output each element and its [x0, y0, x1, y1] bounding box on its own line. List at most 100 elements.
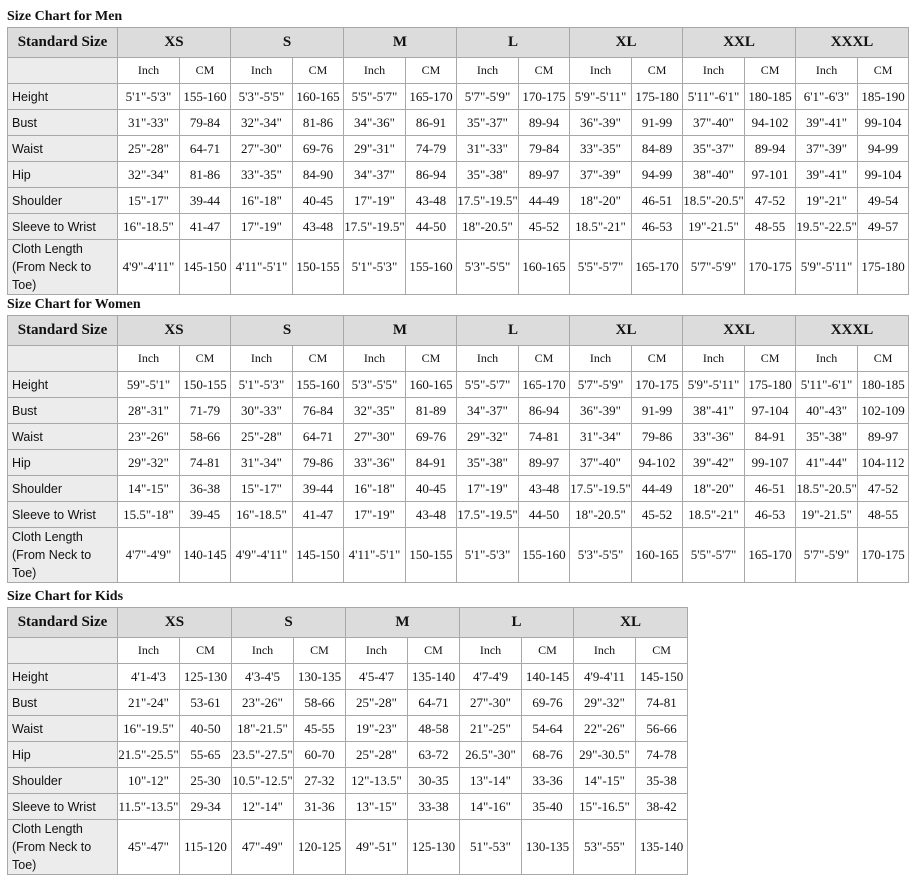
size-cell: 27"-30" [459, 689, 523, 716]
row-label: Waist [7, 135, 118, 162]
size-cell: 46-53 [744, 501, 797, 528]
size-cell: 21"-24" [117, 689, 180, 716]
size-cell: 150-155 [179, 371, 231, 398]
data-row: Hip 21.5"-25.5" 55-65 23.5"-27.5" 60-70 25"-2… [7, 741, 689, 768]
size-header: XXXL [795, 315, 910, 346]
size-cell: 4'7"-4'9" [117, 527, 180, 583]
row-label: Shoulder [7, 475, 118, 502]
size-cell: 5'9"-5'11" [569, 83, 633, 110]
data-row: Waist 25"-28" 64-71 27"-30" 69-76 29"-31" 74-7… [7, 135, 910, 162]
size-cell: 33"-36" [343, 449, 406, 476]
size-cell: 51"-53" [459, 819, 523, 875]
unit-label: CM [179, 57, 231, 84]
size-cell: 170-175 [744, 239, 797, 295]
size-cell: 79-84 [179, 109, 231, 136]
size-cell: 84-91 [404, 449, 458, 476]
row-label: Sleeve to Wrist [7, 501, 118, 528]
size-cell: 74-79 [404, 135, 458, 162]
size-cell: 44-49 [518, 187, 571, 214]
size-chart-block: Size Chart for Men Standard Size XS S M L XL XX… [7, 7, 910, 295]
row-label: Waist [7, 423, 118, 450]
size-cell: 97-104 [744, 397, 797, 424]
size-cell: 74-81 [518, 423, 571, 450]
size-cell: 160-165 [292, 83, 344, 110]
size-header: M [344, 607, 461, 638]
chart-title: Size Chart for Women [7, 297, 141, 312]
size-cell: 29"-31" [343, 135, 406, 162]
size-cell: 59"-5'1" [117, 371, 180, 398]
size-cell: 76-84 [292, 397, 344, 424]
size-cell: 39-44 [292, 475, 344, 502]
size-cell: 165-170 [631, 239, 684, 295]
size-cell: 4'9"-4'11" [230, 527, 293, 583]
size-cell: 160-165 [518, 239, 571, 295]
unit-label: Inch [569, 57, 633, 84]
size-header: XXL [682, 315, 797, 346]
size-cell: 18.5"-21" [569, 213, 633, 240]
unit-label: Inch [343, 57, 406, 84]
size-cell: 5'7"-5'9" [795, 527, 859, 583]
size-cell: 18"-20" [682, 475, 746, 502]
unit-label: CM [518, 345, 571, 372]
size-cell: 31"-34" [569, 423, 633, 450]
data-row: Waist 16"-19.5" 40-50 18"-21.5" 45-55 19"-23"… [7, 715, 689, 742]
data-row: Hip 32"-34" 81-86 33"-35" 84-90 34"-37" 86-94 3… [7, 161, 910, 188]
size-cell: 94-99 [631, 161, 684, 188]
size-cell: 40-50 [179, 715, 232, 742]
size-cell: 47"-49" [231, 819, 294, 875]
size-cell: 89-94 [744, 135, 797, 162]
size-cell: 165-170 [744, 527, 797, 583]
size-cell: 84-89 [631, 135, 684, 162]
size-cell: 68-76 [521, 741, 575, 768]
size-cell: 69-76 [404, 423, 458, 450]
size-cell: 36"-39" [569, 109, 633, 136]
size-cell: 4'5-4'7 [345, 663, 408, 690]
size-table: Standard Size XS S M L XL Inch CM Inch CM Inch CM In… [7, 607, 689, 875]
size-cell: 4'7-4'9 [459, 663, 523, 690]
size-cell: 16"-18.5" [117, 213, 180, 240]
size-cell: 99-104 [857, 161, 910, 188]
size-cell: 86-94 [518, 397, 571, 424]
size-cell: 12"-14" [231, 793, 294, 820]
units-row: Inch CM Inch CM Inch CM Inch CM Inch CM Inch CM Inch… [7, 345, 910, 372]
size-cell: 41-47 [179, 213, 231, 240]
size-cell: 43-48 [404, 501, 458, 528]
size-cell: 170-175 [518, 83, 571, 110]
unit-label: CM [631, 57, 684, 84]
size-cell: 25"-28" [345, 689, 408, 716]
size-header: XL [569, 315, 684, 346]
size-cell: 5'11"-6'1" [682, 83, 746, 110]
size-cell: 29"-30.5" [573, 741, 637, 768]
size-cell: 33-36 [521, 767, 575, 794]
header-row: Standard Size XS S M L XL XXL XXXL [7, 27, 910, 58]
size-cell: 84-91 [744, 423, 797, 450]
size-cell: 94-102 [744, 109, 797, 136]
unit-label: Inch [682, 345, 746, 372]
size-cell: 38"-40" [682, 161, 746, 188]
size-cell: 60-70 [293, 741, 346, 768]
size-cell: 10.5"-12.5" [231, 767, 294, 794]
size-table: Standard Size XS S M L XL XXL XXXL Inch CM Inch CM I… [7, 315, 910, 583]
size-cell: 74-78 [635, 741, 689, 768]
size-cell: 33"-35" [230, 161, 293, 188]
row-label: Hip [7, 449, 118, 476]
size-cell: 71-79 [179, 397, 231, 424]
size-cell: 10"-12" [117, 767, 180, 794]
size-cell: 16"-18" [343, 475, 406, 502]
size-cell: 56-66 [635, 715, 689, 742]
size-cell: 19"-23" [345, 715, 408, 742]
size-cell: 37"-40" [682, 109, 746, 136]
size-cell: 18.5"-20.5" [682, 187, 746, 214]
header-label: Standard Size [7, 607, 118, 638]
size-cell: 145-150 [179, 239, 231, 295]
size-cell: 14"-15" [573, 767, 637, 794]
size-cell: 89-97 [518, 449, 571, 476]
size-cell: 5'5"-5'7" [569, 239, 633, 295]
size-cell: 74-81 [179, 449, 231, 476]
size-cell: 12"-13.5" [345, 767, 408, 794]
data-row: Cloth Length (From Neck to Toe) 4'9"-4'11… [7, 239, 910, 295]
size-cell: 89-97 [857, 423, 910, 450]
data-row: Height 4'1-4'3 125-130 4'3-4'5 130-135 4'5-4'… [7, 663, 689, 690]
size-cell: 64-71 [406, 689, 461, 716]
size-cell: 84-90 [292, 161, 344, 188]
